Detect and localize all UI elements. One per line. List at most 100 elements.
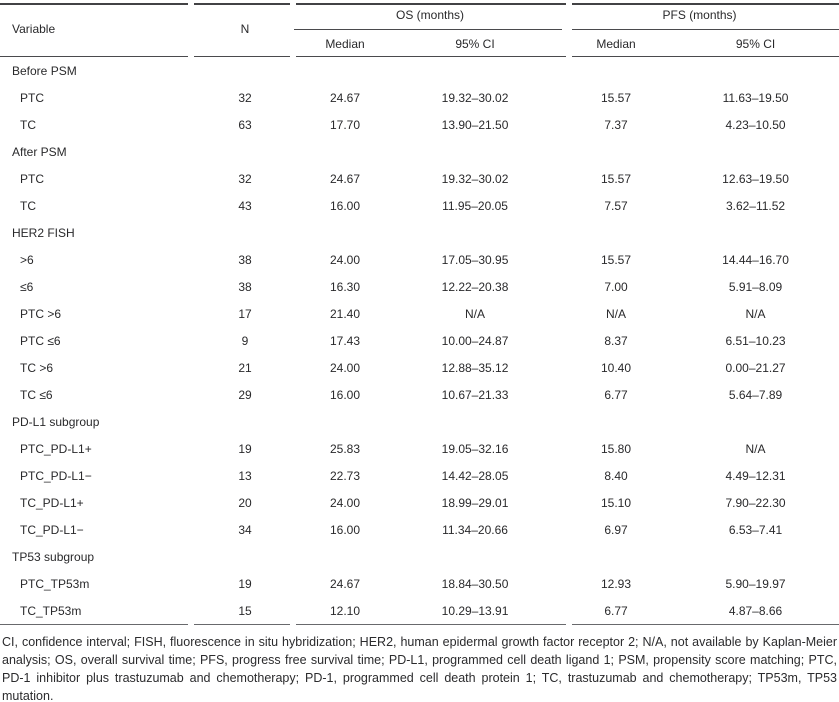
table-rule-top xyxy=(194,3,290,5)
header-row-groups: Variable N OS (months) PFS (months) xyxy=(0,0,839,36)
pfs-ci-cell: N/A xyxy=(745,306,766,321)
table-row: PTC_TP53m 19 24.67 18.84–30.50 12.93 5.90–19.… xyxy=(0,570,839,597)
n-cell: 38 xyxy=(238,279,252,294)
os-ci-cell: 10.67–21.33 xyxy=(441,387,509,402)
pfs-ci-cell: 3.62–11.52 xyxy=(725,198,786,213)
col-header-variable: Variable xyxy=(12,21,56,36)
table-rule-bottom xyxy=(0,624,188,625)
section-label: PD-L1 subgroup xyxy=(12,414,100,429)
pfs-median-cell: 15.57 xyxy=(601,171,632,186)
variable-cell: TC ≤6 xyxy=(20,387,53,402)
section-label: Before PSM xyxy=(12,63,77,78)
os-ci-cell: N/A xyxy=(465,306,486,321)
pfs-median-cell: 12.93 xyxy=(601,576,632,591)
n-cell: 43 xyxy=(238,198,252,213)
variable-cell: PTC ≤6 xyxy=(20,333,61,348)
pfs-median-cell: 7.37 xyxy=(604,117,628,132)
variable-cell: TC_PD-L1+ xyxy=(20,495,84,510)
table-rule-top xyxy=(572,3,839,5)
table-row: PTC_PD-L1+ 19 25.83 19.05–32.16 15.80 N/A xyxy=(0,435,839,462)
table-row: TC 63 17.70 13.90–21.50 7.37 4.23–10.50 xyxy=(0,111,839,138)
col-header-pfs-ci: 95% CI xyxy=(735,36,776,51)
os-ci-cell: 19.32–30.02 xyxy=(441,90,509,105)
os-median-cell: 16.00 xyxy=(329,198,361,213)
os-median-cell: 17.70 xyxy=(329,117,361,132)
os-ci-cell: 10.00–24.87 xyxy=(441,333,509,348)
table-row: PTC 32 24.67 19.32–30.02 15.57 12.63–19.50 xyxy=(0,165,839,192)
os-ci-cell: 12.22–20.38 xyxy=(441,279,509,294)
n-cell: 15 xyxy=(238,603,252,618)
pfs-median-cell: 6.77 xyxy=(604,603,628,618)
pfs-median-cell: 10.40 xyxy=(601,360,632,375)
pfs-median-cell: 15.57 xyxy=(601,90,632,105)
header-bottom-rule xyxy=(0,56,188,57)
table-row: TC_TP53m 15 12.10 10.29–13.91 6.77 4.87–8.66 xyxy=(0,597,839,624)
pfs-median-cell: 7.00 xyxy=(604,279,628,294)
table-rule-top xyxy=(0,3,188,5)
col-group-os: OS (months) xyxy=(396,8,465,22)
table-row: >6 38 24.00 17.05–30.95 15.57 14.44–16.70 xyxy=(0,246,839,273)
os-ci-cell: 13.90–21.50 xyxy=(441,117,509,132)
n-cell: 63 xyxy=(238,117,252,132)
section-row: Before PSM xyxy=(0,57,839,84)
pfs-median-cell: 7.57 xyxy=(604,198,628,213)
pfs-ci-cell: 4.87–8.66 xyxy=(728,603,783,618)
col-header-os-ci: 95% CI xyxy=(455,36,495,51)
section-label: HER2 FISH xyxy=(12,225,75,240)
os-median-cell: 24.67 xyxy=(329,171,361,186)
pfs-ci-cell: 11.63–19.50 xyxy=(722,90,789,105)
os-ci-cell: 14.42–28.05 xyxy=(441,468,509,483)
col-header-os-median: Median xyxy=(325,36,365,51)
os-median-cell: 24.67 xyxy=(329,90,361,105)
n-cell: 13 xyxy=(238,468,252,483)
n-cell: 21 xyxy=(238,360,252,375)
table-row: TC_PD-L1+ 20 24.00 18.99–29.01 15.10 7.90–22.… xyxy=(0,489,839,516)
os-median-cell: 22.73 xyxy=(329,468,361,483)
os-median-cell: 24.67 xyxy=(329,576,361,591)
header-row-sub: Median 95% CI Median 95% CI xyxy=(0,30,839,57)
n-cell: 32 xyxy=(238,90,252,105)
pfs-ci-cell: 5.90–19.97 xyxy=(725,576,786,591)
variable-cell: TC_TP53m xyxy=(20,603,82,618)
n-cell: 29 xyxy=(238,387,252,402)
header-bottom-rule xyxy=(572,56,839,57)
pfs-ci-cell: 5.91–8.09 xyxy=(728,279,783,294)
section-label: After PSM xyxy=(12,144,67,159)
os-ci-cell: 12.88–35.12 xyxy=(441,360,509,375)
pfs-median-cell: 8.37 xyxy=(604,333,628,348)
section-row: HER2 FISH xyxy=(0,219,839,246)
variable-cell: PTC_PD-L1− xyxy=(20,468,92,483)
variable-cell: TC xyxy=(20,198,36,213)
table-rule-bottom xyxy=(296,624,566,625)
n-cell: 34 xyxy=(238,522,252,537)
os-ci-cell: 19.32–30.02 xyxy=(441,171,509,186)
os-ci-cell: 11.34–20.66 xyxy=(442,522,508,537)
n-cell: 17 xyxy=(238,306,252,321)
os-ci-cell: 11.95–20.05 xyxy=(442,198,508,213)
variable-cell: PTC >6 xyxy=(20,306,62,321)
pfs-median-cell: 15.10 xyxy=(601,495,632,510)
pfs-median-cell: 8.40 xyxy=(604,468,628,483)
section-row: After PSM xyxy=(0,138,839,165)
variable-cell: TC >6 xyxy=(20,360,54,375)
pfs-ci-cell: 6.53–7.41 xyxy=(728,522,783,537)
variable-cell: ≤6 xyxy=(20,279,34,294)
table-row: ≤6 38 16.30 12.22–20.38 7.00 5.91–8.09 xyxy=(0,273,839,300)
table-row: TC >6 21 24.00 12.88–35.12 10.40 0.00–21.27 xyxy=(0,354,839,381)
n-cell: 32 xyxy=(238,171,252,186)
pfs-median-cell: 6.77 xyxy=(604,387,628,402)
n-cell: 19 xyxy=(238,576,252,591)
os-median-cell: 24.00 xyxy=(329,495,361,510)
n-cell: 20 xyxy=(238,495,252,510)
pfs-ci-cell: 5.64–7.89 xyxy=(728,387,783,402)
pfs-median-cell: 15.57 xyxy=(601,252,632,267)
pfs-ci-cell: 12.63–19.50 xyxy=(722,171,789,186)
header-bottom-rule xyxy=(194,56,290,57)
table-footnote: CI, confidence interval; FISH, fluoresce… xyxy=(2,635,837,702)
os-median-cell: 16.00 xyxy=(329,387,361,402)
variable-cell: TC xyxy=(20,117,36,132)
n-cell: 19 xyxy=(238,441,252,456)
pfs-ci-cell: 4.49–12.31 xyxy=(725,468,786,483)
pfs-ci-cell: 6.51–10.23 xyxy=(725,333,786,348)
